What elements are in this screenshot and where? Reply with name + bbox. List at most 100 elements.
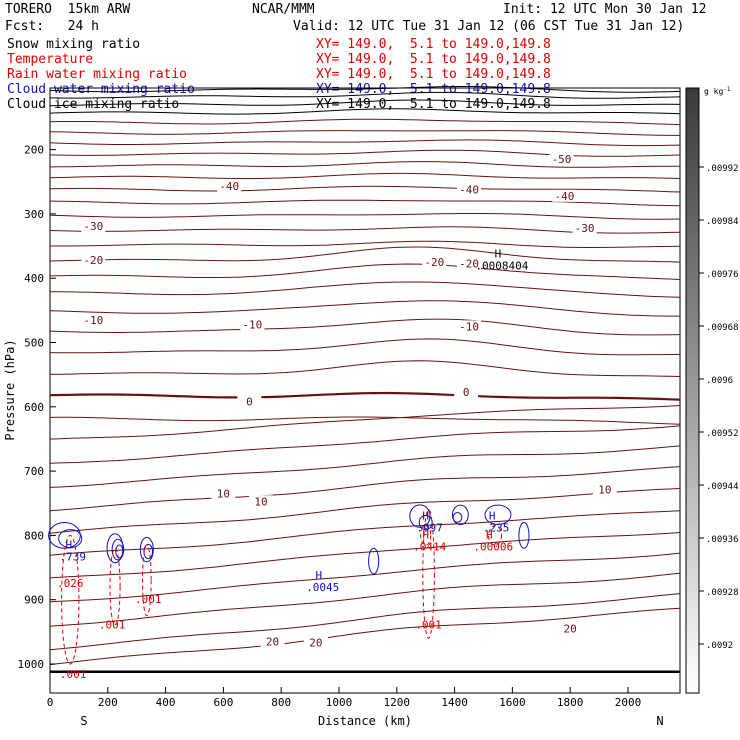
isotherm — [49, 416, 681, 425]
isotherm — [49, 199, 681, 207]
rain-label: .001 — [60, 668, 87, 681]
isotherm — [49, 391, 681, 401]
isotherm-label: 20 — [309, 637, 322, 650]
rain-label: .001 — [99, 619, 126, 632]
valid-time: Valid: 12 UTC Tue 31 Jan 12 (06 CST Tue … — [293, 19, 685, 34]
isotherm — [49, 445, 681, 488]
isotherm-label-bg — [303, 636, 328, 649]
isotherm — [49, 213, 681, 220]
extremum-value: .0414 — [413, 541, 446, 554]
isotherm-label: -40 — [459, 183, 479, 196]
isotherm — [49, 139, 681, 147]
isotherm — [49, 607, 681, 666]
isotherm-label-bg — [211, 487, 236, 500]
isotherm-label: -30 — [83, 220, 103, 233]
colorbar-tick-label: .00944 — [706, 482, 739, 492]
isotherm-label: -20 — [459, 257, 479, 270]
isotherm-label-bg — [457, 183, 482, 196]
extremum-symbol: H — [422, 529, 429, 542]
isotherm-label-bg — [552, 189, 577, 202]
isotherm — [50, 240, 681, 248]
x-tick-label: 1400 — [441, 696, 468, 709]
isotherm-label-bg — [81, 313, 106, 326]
isotherm — [49, 425, 681, 464]
isotherm — [49, 318, 681, 336]
x-tick-label: 400 — [156, 696, 176, 709]
rain-label: .001 — [415, 619, 442, 632]
isotherm — [49, 246, 681, 263]
isotherm-label-bg — [217, 180, 242, 193]
isotherm — [49, 161, 680, 168]
isotherm-label: -40 — [219, 180, 239, 193]
colorbar-unit: g kg-1 — [704, 86, 731, 96]
colorbar-unit-exponent: -1 — [723, 86, 731, 93]
isotherm — [49, 172, 681, 180]
rain-water-contour — [488, 525, 503, 546]
cloud-water-contour — [409, 504, 431, 528]
extremum-symbol: H — [495, 248, 502, 261]
isotherm — [49, 263, 681, 280]
isotherm-label-bg — [549, 153, 574, 166]
extremum-symbol: H — [65, 538, 72, 551]
y-tick-label: 300 — [24, 208, 44, 221]
center-title: NCAR/MMM — [252, 2, 315, 17]
isotherm — [49, 130, 680, 136]
rain-water-contour — [61, 534, 80, 665]
isotherm-label-bg — [457, 320, 482, 333]
y-tick-label: 700 — [24, 465, 44, 478]
isotherm-label-bg — [422, 256, 447, 269]
contour-labels: -50 -40 -40 -40 -30 -30 -20 -20 -20 -10 -10 -10 0 0 10… — [57, 153, 617, 681]
rain-label: .026 — [57, 577, 84, 590]
cloud-water-contour — [139, 536, 154, 563]
model-title: TORERO 15km ARW — [5, 2, 131, 17]
cloud-water-contour — [111, 538, 125, 561]
field-rain: Rain water mixing ratio — [7, 67, 188, 82]
isotherm-label: 10 — [254, 495, 267, 508]
isotherm-label: -10 — [242, 318, 262, 331]
isotherm-label-bg — [240, 318, 265, 331]
field-temperature-xy: XY= 149.0, 5.1 to 149.0,149.8 — [316, 52, 551, 67]
isotherm-label: -30 — [575, 222, 595, 235]
rain-water-contour — [420, 525, 432, 546]
isotherm-label-bg — [457, 257, 482, 270]
isotherm — [49, 185, 681, 193]
colorbar-tick-label: .00936 — [706, 535, 739, 545]
colorbar-tick-label: .00968 — [706, 323, 739, 333]
isotherm-label: -10 — [83, 314, 103, 327]
extremum-value: .0045 — [306, 581, 339, 594]
cloud-water-contour — [368, 547, 380, 575]
colorbar-tick-label: .00976 — [706, 270, 739, 280]
isotherm — [49, 552, 681, 603]
isotherm-label-bg — [237, 395, 262, 408]
field-snow-xy: XY= 149.0, 5.1 to 149.0,149.8 — [316, 37, 551, 52]
cloud-water-contour — [418, 514, 433, 531]
isotherm-label: -50 — [552, 153, 572, 166]
isotherm-label-bg — [248, 495, 273, 508]
isotherm-label: -20 — [83, 254, 103, 267]
colorbar-scale — [685, 87, 700, 694]
y-tick-label: 900 — [24, 594, 44, 607]
isotherm-label: 10 — [598, 484, 611, 497]
cloud-water-contour — [115, 544, 124, 559]
rain-label: .001 — [135, 593, 162, 606]
x-tick-label: 600 — [213, 696, 233, 709]
rain-water-contour — [109, 547, 121, 626]
isotherm-label: -10 — [459, 320, 479, 333]
x-tick-label: 1600 — [499, 696, 526, 709]
x-tick-label: 1800 — [557, 696, 584, 709]
init-time: Init: 12 UTC Mon 30 Jan 12 — [503, 2, 707, 17]
y-axis-label: Pressure (hPa) — [3, 339, 17, 440]
x-tick-label: 2000 — [615, 696, 642, 709]
isotherm — [49, 149, 681, 157]
colorbar: .00992 .00984 .00976 .00968 .0096 .00952 .0094… — [685, 86, 739, 694]
extremum-value: .997 — [416, 521, 443, 534]
south-label: S — [80, 714, 87, 728]
y-tick-label: 1000 — [18, 658, 45, 671]
cloud-water-contour — [484, 504, 512, 525]
isotherm — [49, 488, 681, 534]
cloud-water-contour — [452, 512, 463, 523]
cloud-water-contours — [48, 504, 530, 575]
plot-border — [49, 87, 681, 694]
isotherm — [49, 405, 681, 440]
